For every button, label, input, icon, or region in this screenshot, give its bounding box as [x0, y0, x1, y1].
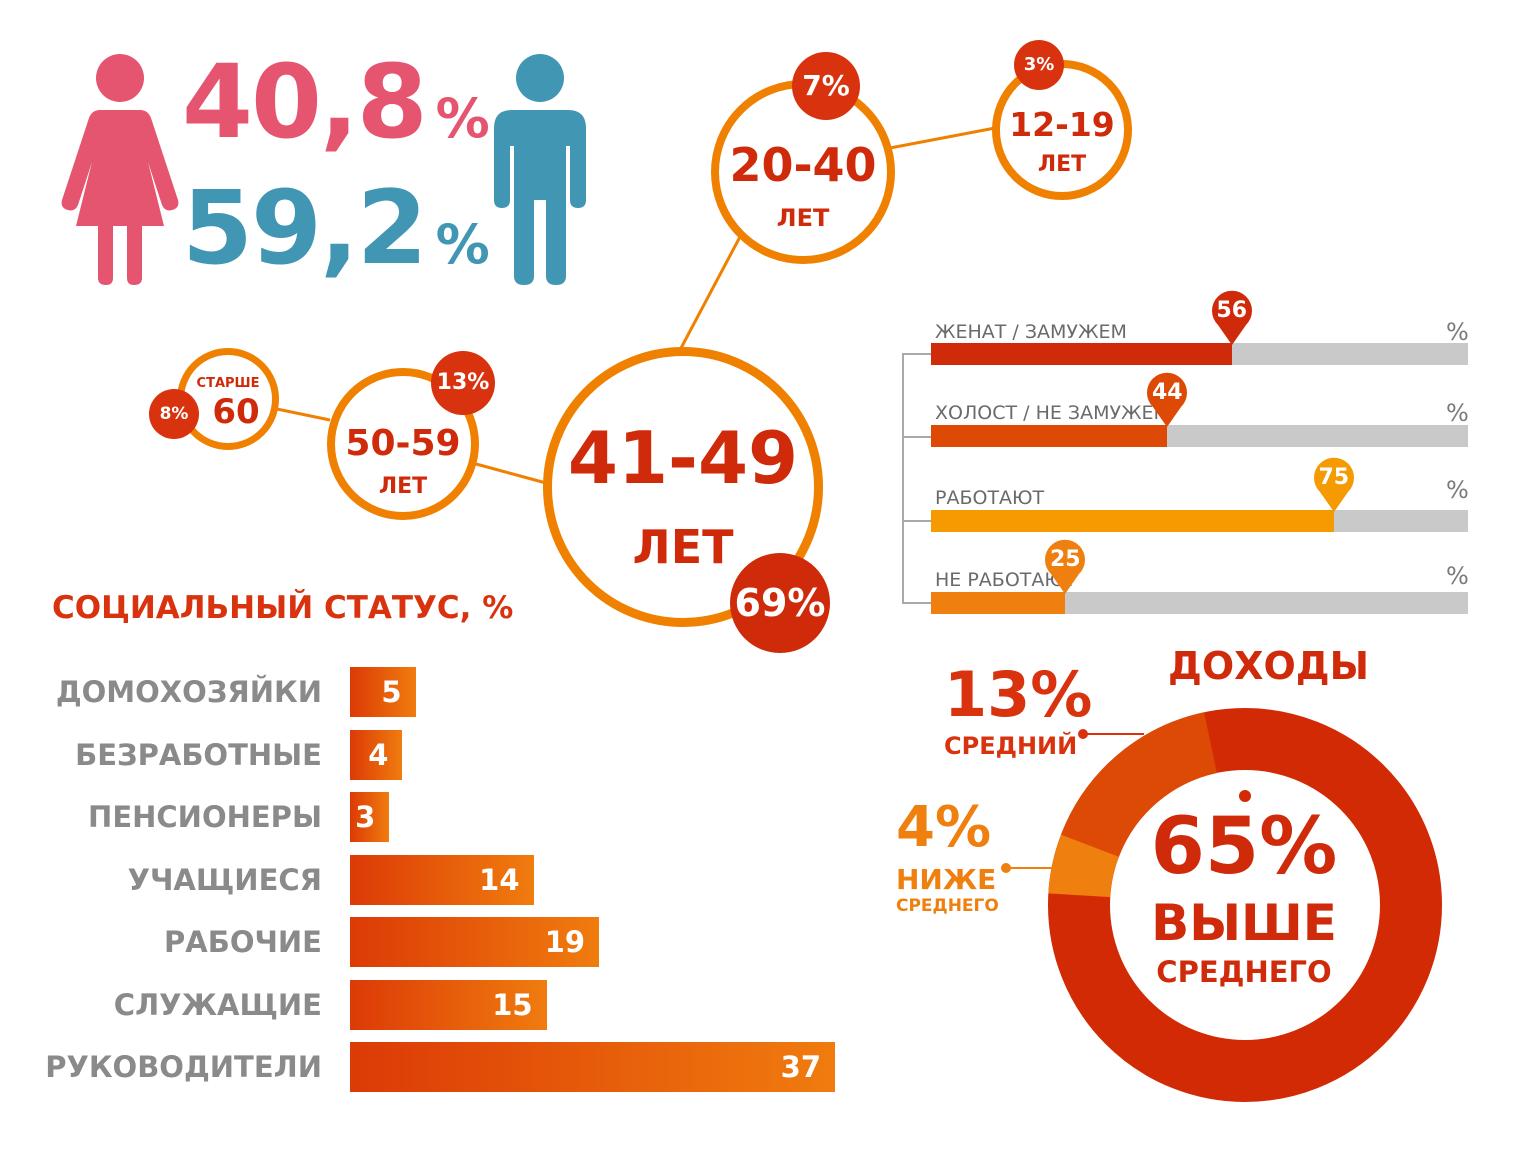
- social-label-5: СЛУЖАЩИЕ: [113, 987, 322, 1022]
- income-middle-block: 13% СРЕДНИЙ: [944, 658, 1093, 760]
- age-range-41-49: 41-49: [567, 416, 799, 500]
- marital-track-single: [931, 425, 1468, 447]
- social-bar-2: 3: [350, 792, 390, 842]
- income-above-label-2: СРЕДНЕГО: [1156, 955, 1332, 989]
- social-label-4: РАБОЧИЕ: [164, 925, 322, 959]
- social-value-5: 15: [492, 987, 533, 1022]
- age-pct-badge-20-40: 7%: [792, 52, 860, 120]
- age-pct-badge-41-49: 69%: [730, 553, 830, 653]
- age-unit-50-59: ЛЕТ: [378, 474, 428, 499]
- social-label-3: УЧАЩИЕСЯ: [127, 862, 322, 897]
- female-pct-value: 40,8: [182, 43, 428, 162]
- social-bar-5: 15: [350, 979, 547, 1030]
- female-percentage: 40,8%: [182, 52, 490, 154]
- age-pct-badge-60-plus: 8%: [149, 389, 199, 439]
- age-range-60-plus: 60: [212, 392, 260, 432]
- income-above-block: 65% ВЫШЕ СРЕДНЕГО: [1112, 808, 1376, 987]
- marital-fill-not-working: [931, 592, 1066, 614]
- age-unit-60-plus: СТАРШЕ: [196, 376, 260, 391]
- income-above-label-1: ВЫШЕ: [1151, 894, 1337, 952]
- marital-label-single: ХОЛОСТ / НЕ ЗАМУЖЕМ: [935, 402, 1170, 424]
- social-value-0: 5: [381, 675, 402, 709]
- marital-pin-working: 75: [1312, 456, 1356, 512]
- connector-60-50: [271, 406, 331, 422]
- social-label-1: БЕЗРАБОТНЫЕ: [75, 737, 322, 772]
- income-title: ДОХОДЫ: [1168, 644, 1369, 688]
- social-value-6: 37: [780, 1050, 821, 1084]
- age-pct-badge-50-59: 13%: [431, 351, 495, 415]
- marital-unit-not-working: %: [1446, 562, 1469, 590]
- income-above-pct: 65%: [1150, 802, 1338, 892]
- income-below-label-1: НИЖЕ: [896, 863, 997, 896]
- age-unit-20-40: ЛЕТ: [776, 204, 830, 232]
- social-label-0: ДОМОХОЗЯЙКИ: [55, 675, 322, 709]
- donut-above-segment: [1048, 708, 1442, 1102]
- social-value-3: 14: [479, 862, 520, 897]
- social-label-6: РУКОВОДИТЕЛИ: [45, 1050, 322, 1084]
- income-middle-pct: 13%: [944, 658, 1093, 731]
- marital-fill-working: [931, 510, 1334, 532]
- marital-unit-working: %: [1446, 476, 1469, 504]
- income-below-pct: 4%: [896, 795, 992, 860]
- marital-label-married: ЖЕНАТ / ЗАМУЖЕМ: [935, 321, 1127, 343]
- social-bar-4: 19: [350, 917, 600, 967]
- connector-20-12: [889, 126, 996, 150]
- social-bar-3: 14: [350, 854, 534, 905]
- marital-label-working: РАБОТАЮТ: [935, 487, 1045, 509]
- income-below-label-2: СРЕДНЕГО: [896, 896, 999, 916]
- female-icon: [61, 54, 179, 285]
- marital-fill-single: [931, 425, 1168, 447]
- social-status-title: СОЦИАЛЬНЫЙ СТАТУС, %: [52, 590, 514, 626]
- age-pct-badge-12-19: 3%: [1014, 40, 1064, 90]
- age-circle-12-19: 12-19 ЛЕТ: [992, 60, 1132, 200]
- marital-label-not-working: НЕ РАБОТАЮТ: [935, 569, 1077, 591]
- social-bar-6: 37: [350, 1042, 835, 1092]
- marital-pin-single: 44: [1145, 371, 1189, 427]
- donut-below-segment: [1048, 834, 1120, 898]
- marital-pin-married: 56: [1210, 289, 1254, 345]
- marital-track-married: [931, 343, 1468, 365]
- social-bar-0: 5: [350, 667, 416, 717]
- female-pct-sign: %: [435, 87, 490, 150]
- income-below-block: 4% НИЖЕ СРЕДНЕГО: [896, 800, 1006, 915]
- social-value-1: 4: [368, 737, 389, 772]
- social-bar-1: 4: [350, 729, 403, 780]
- age-range-50-59: 50-59: [345, 423, 461, 464]
- social-value-4: 19: [544, 925, 586, 959]
- income-donut: [1048, 708, 1442, 1102]
- social-label-2: ПЕНСИОНЕРЫ: [88, 800, 322, 834]
- connector-50-41: [475, 462, 547, 485]
- connector-41-20: [678, 232, 744, 351]
- marital-pin-value-working: 75: [1318, 465, 1350, 490]
- marital-pin-value-not-working: 25: [1049, 547, 1081, 572]
- male-pct-value: 59,2: [182, 169, 428, 288]
- donut-middle-segment: [1061, 712, 1218, 858]
- age-unit-12-19: ЛЕТ: [1037, 152, 1087, 177]
- social-value-2: 3: [355, 800, 376, 834]
- marital-track-not-working: [931, 592, 1468, 614]
- marital-track-working: [931, 510, 1468, 532]
- male-icon: [494, 54, 586, 285]
- age-range-12-19: 12-19: [1009, 105, 1115, 144]
- income-below-leader: [1001, 863, 1056, 873]
- income-middle-leader: [1078, 729, 1144, 739]
- male-pct-sign: %: [435, 213, 490, 276]
- marital-unit-single: %: [1446, 399, 1469, 427]
- marital-unit-married: %: [1446, 318, 1469, 346]
- marital-pin-value-married: 56: [1216, 298, 1248, 323]
- marital-pin-not-working: 25: [1043, 538, 1087, 594]
- donut-pointer-dot: [1239, 790, 1251, 802]
- marital-fill-married: [931, 343, 1232, 365]
- age-range-20-40: 20-40: [729, 138, 877, 192]
- age-circle-50-59: 50-59 ЛЕТ: [327, 368, 479, 520]
- marital-pin-value-single: 44: [1151, 380, 1183, 405]
- age-unit-41-49: ЛЕТ: [632, 520, 734, 574]
- male-percentage: 59,2%: [182, 178, 490, 280]
- income-middle-label: СРЕДНИЙ: [944, 732, 1078, 760]
